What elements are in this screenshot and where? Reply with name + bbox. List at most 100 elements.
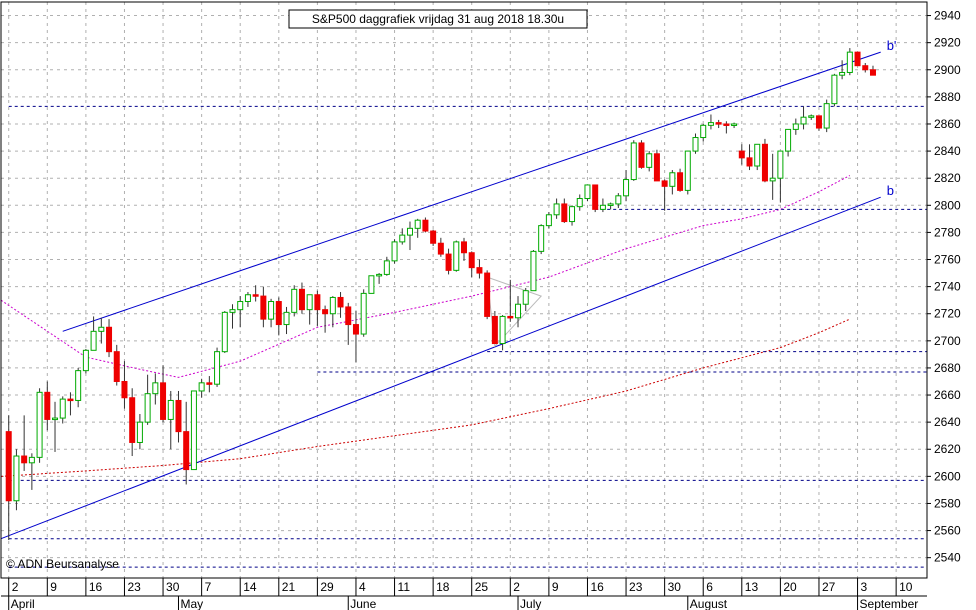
candle — [869, 65, 876, 76]
y-tick-label: 2600 — [934, 469, 961, 483]
candle-body-up — [306, 294, 313, 311]
candle-body-down — [314, 294, 321, 311]
candle-body-down — [476, 267, 483, 274]
y-tick-label: 2620 — [934, 442, 961, 456]
candle — [638, 140, 645, 169]
candle-body-up — [90, 330, 97, 351]
candle — [808, 114, 815, 120]
candle — [499, 315, 506, 351]
candle-body-up — [229, 309, 236, 313]
candle — [669, 170, 676, 195]
candle-body-up — [839, 71, 846, 76]
candle — [576, 194, 583, 211]
candle-body-up — [831, 74, 838, 105]
candle-body-up — [707, 122, 714, 126]
candle — [815, 115, 822, 131]
candle-body-down — [638, 142, 645, 168]
candle — [214, 347, 221, 387]
candle-body-up — [291, 288, 298, 313]
x-tick-label: 3 — [861, 580, 868, 594]
candle — [430, 229, 437, 246]
candle-body-up — [13, 455, 20, 502]
candle — [561, 198, 568, 223]
candle-body-up — [221, 311, 228, 353]
y-tick-label: 2800 — [934, 198, 961, 212]
x-tick-label: 11 — [398, 580, 411, 594]
x-tick-label: 20 — [783, 580, 797, 594]
candle — [769, 153, 776, 200]
candle-body-up — [167, 399, 174, 420]
candle-body-down — [661, 180, 668, 187]
candle — [453, 240, 460, 272]
support-resistance-lines — [8, 105, 927, 568]
ma200-line — [0, 318, 851, 477]
x-tick-label: 30 — [668, 580, 682, 594]
candle-body-up — [98, 326, 105, 332]
candle-body-up — [283, 311, 290, 326]
candle-body-up — [846, 51, 853, 73]
candle-body-down — [445, 253, 452, 271]
candle-body-up — [792, 123, 799, 130]
x-tick-label: 6 — [706, 580, 713, 594]
candle — [569, 205, 576, 226]
candle — [98, 317, 105, 344]
candle — [67, 392, 74, 416]
candle-body-down — [592, 184, 599, 210]
candle-body-up — [198, 382, 205, 392]
x-tick-label: 14 — [243, 580, 257, 594]
candle — [846, 48, 853, 76]
candle — [707, 114, 714, 130]
candle-body-down — [862, 65, 869, 71]
candle-body-up — [28, 456, 35, 464]
month-label: July — [520, 597, 541, 610]
candle — [754, 143, 761, 171]
candle-body-up — [237, 301, 244, 311]
candle — [445, 248, 452, 275]
x-tick-label: 30 — [166, 580, 180, 594]
candle — [160, 365, 167, 423]
plot-frame — [0, 1, 928, 579]
candle — [183, 401, 190, 485]
candle-body-up — [684, 150, 691, 191]
y-tick-label: 2660 — [934, 388, 961, 402]
candle-body-up — [52, 417, 59, 421]
moving-averages — [0, 175, 851, 477]
candle-body-up — [599, 204, 606, 210]
candle — [854, 51, 861, 67]
candle — [515, 296, 522, 328]
candle — [522, 287, 529, 312]
x-tick-label: 25 — [475, 580, 489, 594]
candle — [761, 138, 768, 183]
candle — [329, 296, 336, 328]
candle-body-down — [484, 272, 491, 317]
candle-body-down — [121, 380, 128, 399]
candle — [399, 228, 406, 245]
y-tick-label: 2680 — [934, 361, 961, 375]
candle — [823, 99, 830, 133]
candle-body-down — [260, 295, 267, 320]
candle — [322, 305, 329, 333]
candle — [437, 237, 444, 257]
candle — [167, 390, 174, 450]
y-tick-label: 2880 — [934, 90, 961, 104]
candle-body-up — [692, 137, 699, 152]
candle — [461, 237, 467, 261]
x-tick-label: 29 — [320, 580, 334, 594]
y-tick-label: 2700 — [934, 334, 961, 348]
candle-body-down — [106, 326, 113, 353]
candle-body-down — [275, 301, 282, 326]
candle — [268, 298, 275, 328]
candle — [314, 290, 321, 326]
candle — [275, 297, 282, 336]
candle-body-up — [75, 370, 82, 401]
candle-body-up — [268, 301, 275, 320]
y-tick-label: 2860 — [934, 117, 961, 131]
candle-body-up — [769, 177, 776, 182]
candle — [36, 388, 43, 463]
candle — [59, 396, 66, 424]
candle-body-down — [723, 123, 730, 126]
candle — [792, 118, 799, 135]
candle — [545, 212, 552, 229]
channel-upper-label: b' — [887, 38, 897, 53]
